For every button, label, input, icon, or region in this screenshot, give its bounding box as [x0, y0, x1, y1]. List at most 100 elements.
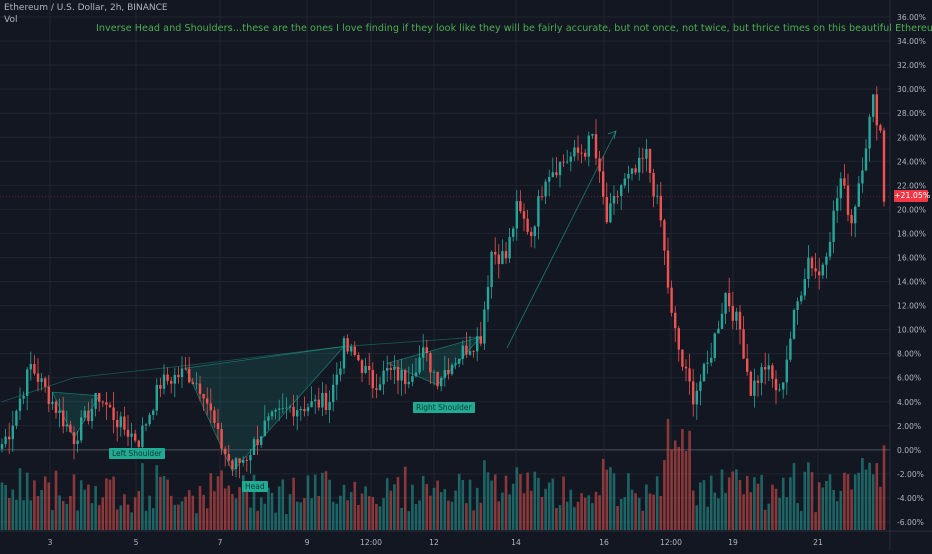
volume-bar	[447, 500, 450, 530]
volume-bar	[609, 467, 612, 530]
volume-bar	[227, 485, 231, 530]
candle-body	[378, 384, 382, 390]
candle-body	[594, 134, 598, 159]
x-tick-label: 14	[511, 538, 521, 547]
candle-body	[191, 382, 194, 385]
volume-bar	[295, 501, 299, 530]
candle-body	[242, 460, 245, 463]
volume-bar	[735, 469, 738, 530]
symbol-title[interactable]: Ethereum / U.S. Dollar, 2h, BINANCE	[4, 3, 168, 13]
candle-body	[195, 383, 198, 385]
volume-bar	[673, 440, 677, 530]
candle-body	[180, 368, 184, 378]
candle-body	[80, 417, 83, 441]
candle-body	[213, 410, 216, 423]
candle-body	[220, 429, 223, 449]
volume-bar	[630, 489, 634, 530]
candle-body	[875, 94, 878, 126]
volume-bar	[796, 503, 799, 530]
candle-body	[26, 369, 29, 396]
volume-bar	[835, 501, 839, 530]
candle-body	[206, 398, 209, 404]
volume-bar	[364, 486, 367, 530]
candle-body	[684, 366, 688, 369]
volume-bar	[205, 508, 209, 530]
volume-bar	[259, 497, 263, 530]
candle-body	[274, 409, 277, 412]
volume-bar	[799, 510, 803, 530]
volume-bar	[112, 476, 115, 530]
y-tick-label: 32.00%	[897, 61, 926, 70]
candle-body	[281, 408, 284, 409]
volume-bar	[465, 503, 468, 530]
volume-bar	[97, 505, 101, 530]
candle-body	[94, 392, 97, 409]
candle-body	[796, 301, 799, 311]
volume-bar	[843, 472, 846, 530]
volume-bar	[612, 473, 616, 530]
volume-bar	[454, 490, 457, 530]
candle-body	[666, 250, 670, 288]
volume-bar	[223, 488, 227, 530]
x-tick-label: 3	[48, 538, 53, 547]
candle-body	[551, 172, 554, 177]
candle-body	[346, 338, 349, 352]
candle-body	[591, 134, 594, 136]
candle-body	[584, 152, 587, 157]
candle-body	[407, 381, 410, 385]
volume-bar	[137, 490, 141, 530]
y-tick-label: -4.00%	[897, 494, 924, 503]
volume-bar	[403, 466, 407, 530]
volume-bar	[367, 496, 371, 530]
volume-bar	[346, 500, 349, 530]
candle-body	[627, 173, 630, 179]
candle-body	[245, 460, 248, 461]
volume-bar	[263, 503, 267, 530]
candle-body	[40, 378, 43, 382]
volume-bar	[126, 504, 130, 530]
candle-body	[558, 161, 562, 176]
y-tick-label: 6.00%	[897, 374, 921, 383]
candle-body	[8, 436, 11, 440]
volume-bar	[353, 481, 357, 530]
y-tick-label: 10.00%	[897, 326, 926, 335]
candle-body	[497, 254, 500, 264]
volume-indicator-label[interactable]: Vol	[4, 15, 18, 25]
volume-bar	[256, 510, 259, 530]
x-tick-label: 7	[218, 538, 223, 547]
candle-body	[519, 201, 522, 212]
candle-body	[533, 226, 536, 237]
candle-body	[303, 408, 306, 412]
candle-body	[760, 367, 763, 383]
candle-body	[857, 183, 860, 207]
volume-bar	[155, 465, 159, 530]
candle-body	[404, 370, 407, 385]
candle-body	[706, 362, 709, 364]
candle-body	[202, 394, 205, 399]
volume-bar	[15, 499, 18, 530]
candle-body	[526, 218, 529, 232]
volume-bar	[141, 463, 144, 530]
candle-body	[656, 195, 659, 197]
candle-body	[742, 329, 745, 359]
candle-body	[87, 410, 90, 422]
candle-body	[648, 148, 652, 173]
volume-bar	[378, 506, 382, 530]
candle-body	[476, 336, 479, 352]
candle-body	[368, 366, 371, 371]
volume-bar	[637, 497, 641, 530]
x-tick-label: 16	[599, 538, 609, 547]
volume-bar	[299, 502, 303, 530]
volume-bar	[871, 474, 875, 530]
volume-bar	[641, 510, 645, 530]
volume-bar	[400, 507, 403, 530]
candle-body	[713, 333, 716, 358]
volume-bar	[810, 472, 814, 530]
candle-body	[562, 161, 565, 163]
candle-body	[630, 168, 634, 174]
volume-bar	[105, 478, 108, 530]
candle-body	[429, 353, 432, 373]
candle-body	[159, 384, 162, 389]
